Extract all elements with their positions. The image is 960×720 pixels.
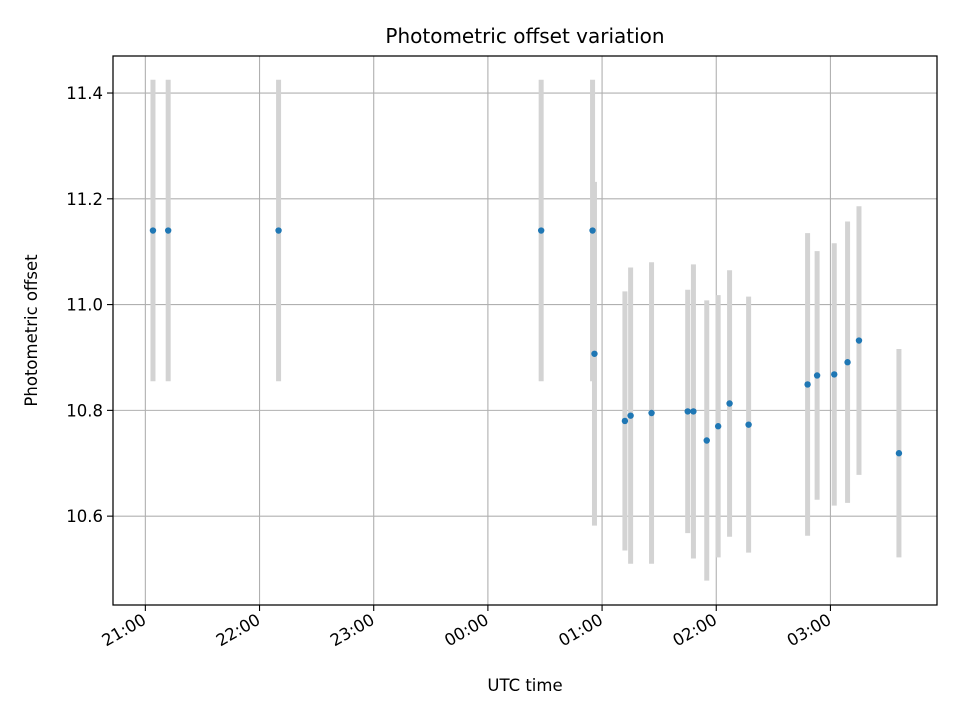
data-point <box>844 359 851 366</box>
data-point <box>164 227 172 234</box>
error-bars <box>150 79 902 581</box>
data-point <box>648 409 655 417</box>
data-point <box>684 408 691 415</box>
data-point <box>149 227 157 234</box>
x-tick-label: 21:00 <box>99 610 150 650</box>
data-point <box>591 350 598 357</box>
data-point <box>589 227 596 234</box>
data-point <box>831 371 838 378</box>
x-tick-label: 03:00 <box>784 610 835 650</box>
y-tick-label: 10.8 <box>66 401 103 420</box>
data-point <box>627 412 634 419</box>
plot-frame <box>112 55 938 606</box>
data-point <box>537 227 545 234</box>
data-point <box>621 417 629 425</box>
x-axis-label: UTC time <box>487 676 562 695</box>
data-point <box>813 372 821 379</box>
grid <box>113 56 937 605</box>
y-tick-label: 11.0 <box>66 296 103 315</box>
data-point <box>726 400 733 407</box>
data-point <box>745 421 752 428</box>
x-tick-label: 01:00 <box>555 610 606 650</box>
y-tick-label: 11.2 <box>66 190 103 209</box>
x-tick-label: 22:00 <box>213 610 264 650</box>
y-tick-label: 11.4 <box>66 84 103 103</box>
data-point <box>690 408 697 415</box>
chart-title: Photometric offset variation <box>385 24 664 48</box>
x-tick-label: 23:00 <box>327 610 378 650</box>
y-tick-label: 10.6 <box>66 507 103 526</box>
y-axis-label: Photometric offset <box>22 254 41 407</box>
data-point <box>895 450 903 457</box>
data-point <box>703 437 710 444</box>
x-tick-label: 00:00 <box>441 610 492 650</box>
x-tick-label: 02:00 <box>670 610 721 650</box>
data-point <box>804 381 811 388</box>
data-point <box>714 423 722 430</box>
data-point <box>275 227 282 234</box>
data-point <box>855 337 863 344</box>
data-points <box>149 227 903 457</box>
